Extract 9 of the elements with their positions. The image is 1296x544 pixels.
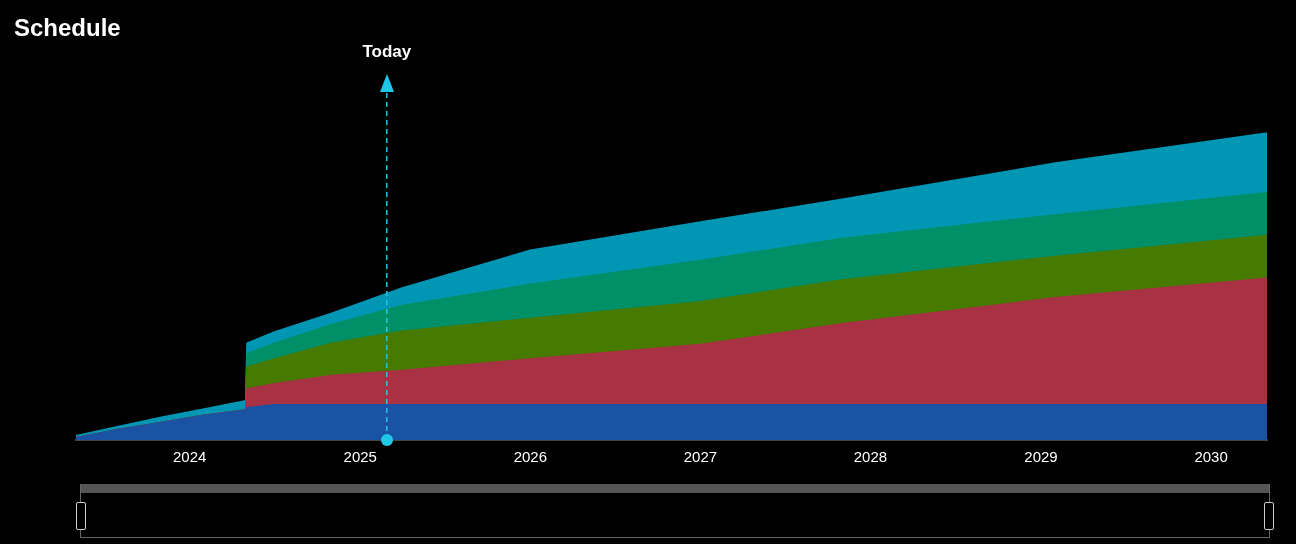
chart-title: Schedule bbox=[14, 14, 121, 42]
x-tick-label: 2024 bbox=[173, 448, 207, 466]
x-tick-label: 2027 bbox=[683, 448, 718, 466]
x-tick-label: 2026 bbox=[513, 448, 547, 466]
x-tick-label: 2029 bbox=[1024, 448, 1058, 466]
ref-line-label: Today bbox=[362, 42, 412, 61]
x-tick-label: 2025 bbox=[343, 448, 377, 466]
x-tick-label: 2028 bbox=[853, 448, 888, 466]
x-tick-label: 2030 bbox=[1194, 448, 1228, 466]
